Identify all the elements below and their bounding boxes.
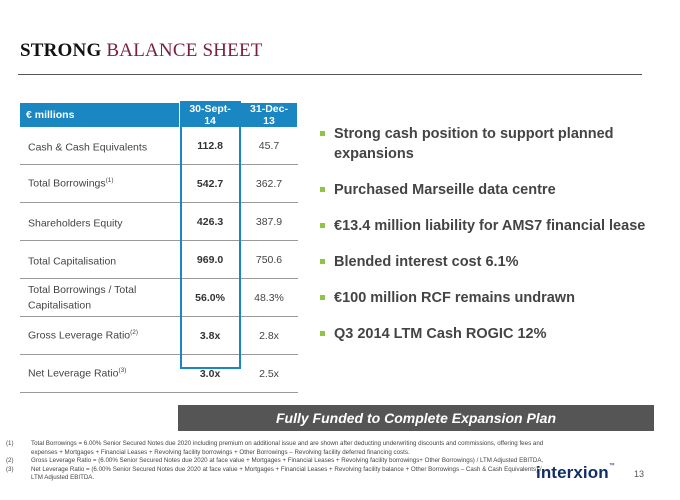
table-row: Shareholders Equity 426.3 387.9 <box>20 202 298 241</box>
bullet-square-icon <box>320 295 325 300</box>
footnote: (1) Total Borrowings = 6.00% Senior Secur… <box>6 440 544 456</box>
bullet-square-icon <box>320 259 325 264</box>
table-row: Net Leverage Ratio(3) 3.0x 2.5x <box>20 354 298 393</box>
column-header-sep14: 30-Sept-14 <box>179 103 242 127</box>
row-label: Total Borrowings(1) <box>20 164 180 203</box>
bullet-item: Q3 2014 LTM Cash ROGIC 12% <box>320 324 665 344</box>
bullet-item: Strong cash position to support planned … <box>320 124 665 164</box>
footnote: (2) Gross Leverage Ratio = (6.00% Senior … <box>6 457 544 465</box>
value-dec13: 362.7 <box>240 164 298 203</box>
value-dec13: 45.7 <box>240 127 298 165</box>
table-row: Total Borrowings(1) 542.7 362.7 <box>20 164 298 203</box>
bullet-list: Strong cash position to support planned … <box>320 124 665 360</box>
bullet-item: €100 million RCF remains undrawn <box>320 288 665 308</box>
row-label: Shareholders Equity <box>20 202 180 241</box>
table-row: Gross Leverage Ratio(2) 3.8x 2.8x <box>20 316 298 355</box>
bullet-item: Blended interest cost 6.1% <box>320 252 665 272</box>
value-sep14: 56.0% <box>179 278 241 317</box>
row-label: Cash & Cash Equivalents <box>20 127 180 165</box>
column-header-dec13: 31-Dec-13 <box>240 103 298 127</box>
row-label: Total Borrowings / Total Capitalisation <box>20 278 180 317</box>
table-header-row: € millions 30-Sept-14 31-Dec-13 <box>20 103 298 127</box>
value-sep14: 542.7 <box>179 164 241 203</box>
row-label: Total Capitalisation <box>20 240 180 279</box>
value-dec13: 2.8x <box>240 316 298 355</box>
table-row: Total Capitalisation 969.0 750.6 <box>20 240 298 279</box>
footnote: (3) Net Leverage Ratio = (6.00% Senior Se… <box>6 465 542 482</box>
row-label: Gross Leverage Ratio(2) <box>20 316 180 355</box>
bullet-square-icon <box>320 223 325 228</box>
title-divider <box>18 74 642 75</box>
bullet-square-icon <box>320 131 325 136</box>
bullet-square-icon <box>320 331 325 336</box>
page-title: STRONG BALANCE SHEET <box>20 40 263 62</box>
funding-banner: Fully Funded to Complete Expansion Plan <box>178 405 654 431</box>
value-dec13: 750.6 <box>240 240 298 279</box>
page-number: 13 <box>634 469 645 479</box>
value-sep14: 112.8 <box>179 127 241 165</box>
value-sep14: 969.0 <box>179 240 241 279</box>
table-row: Total Borrowings / Total Capitalisation … <box>20 278 298 317</box>
interxion-logo: interxion™ <box>536 463 615 482</box>
value-dec13: 387.9 <box>240 202 298 241</box>
value-dec13: 2.5x <box>240 354 298 393</box>
value-sep14: 426.3 <box>179 202 241 241</box>
column-header-millions: € millions <box>20 103 181 127</box>
title-bold: STRONG <box>20 40 102 61</box>
bullet-item: Purchased Marseille data centre <box>320 180 665 200</box>
value-dec13: 48.3% <box>240 278 298 317</box>
bullet-item: €13.4 million liability for AMS7 financi… <box>320 216 665 236</box>
balance-sheet-table: € millions 30-Sept-14 31-Dec-13 Cash & C… <box>20 103 298 393</box>
bullet-square-icon <box>320 187 325 192</box>
table-row: Cash & Cash Equivalents 112.8 45.7 <box>20 127 298 165</box>
title-rest: BALANCE SHEET <box>106 40 263 61</box>
footnotes: (1) Total Borrowings = 6.00% Senior Secur… <box>6 440 546 483</box>
row-label: Net Leverage Ratio(3) <box>20 354 180 393</box>
value-sep14: 3.0x <box>179 354 241 393</box>
value-sep14: 3.8x <box>179 316 241 355</box>
